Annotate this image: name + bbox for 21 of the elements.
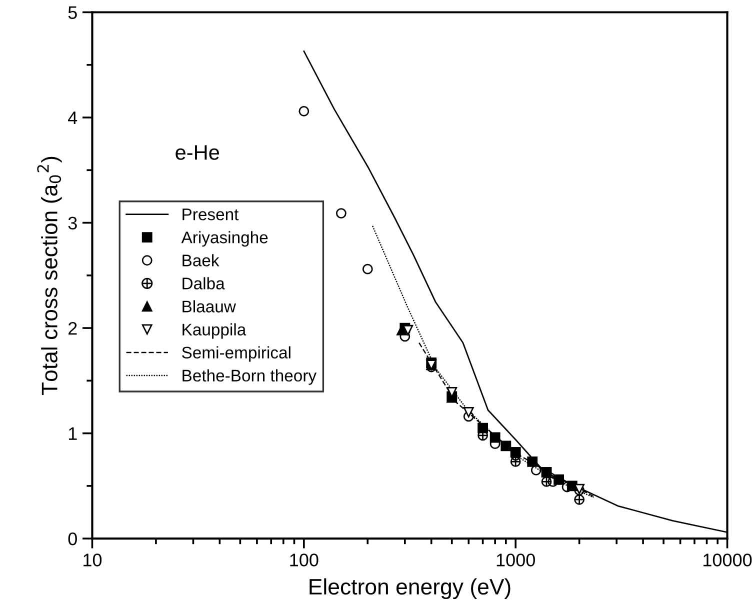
legend-label: Semi-empirical <box>182 346 290 362</box>
x-tick-label: 10000 <box>704 554 752 566</box>
y-tick-label: 3 <box>68 216 77 230</box>
y-tick-label: 2 <box>68 322 77 335</box>
legend-label: Ariyasinghe <box>181 231 268 247</box>
y-axis-title: Total cross section (a$_{0}$$^{2}$) <box>37 156 62 396</box>
legend-label: Dalba <box>182 277 225 290</box>
legend-label: Present <box>182 208 239 220</box>
x-tick-label: 1000 <box>496 554 535 566</box>
x-tick-label: 100 <box>290 554 318 566</box>
annotation: e-He <box>176 145 220 160</box>
y-tick-label: 5 <box>68 6 77 19</box>
y-tick-label: 1 <box>68 427 77 440</box>
x-axis-title: Electron energy (eV) <box>310 578 510 600</box>
y-tick-label: 0 <box>68 532 77 546</box>
legend-label: Blaauw <box>182 300 236 312</box>
legend-label: Kauppila <box>182 323 246 339</box>
x-tick-label: 10 <box>84 554 102 566</box>
y-tick-label: 4 <box>68 112 78 124</box>
legend-label: Bethe-Born theory <box>182 369 317 385</box>
legend-label: Baek <box>182 254 220 266</box>
